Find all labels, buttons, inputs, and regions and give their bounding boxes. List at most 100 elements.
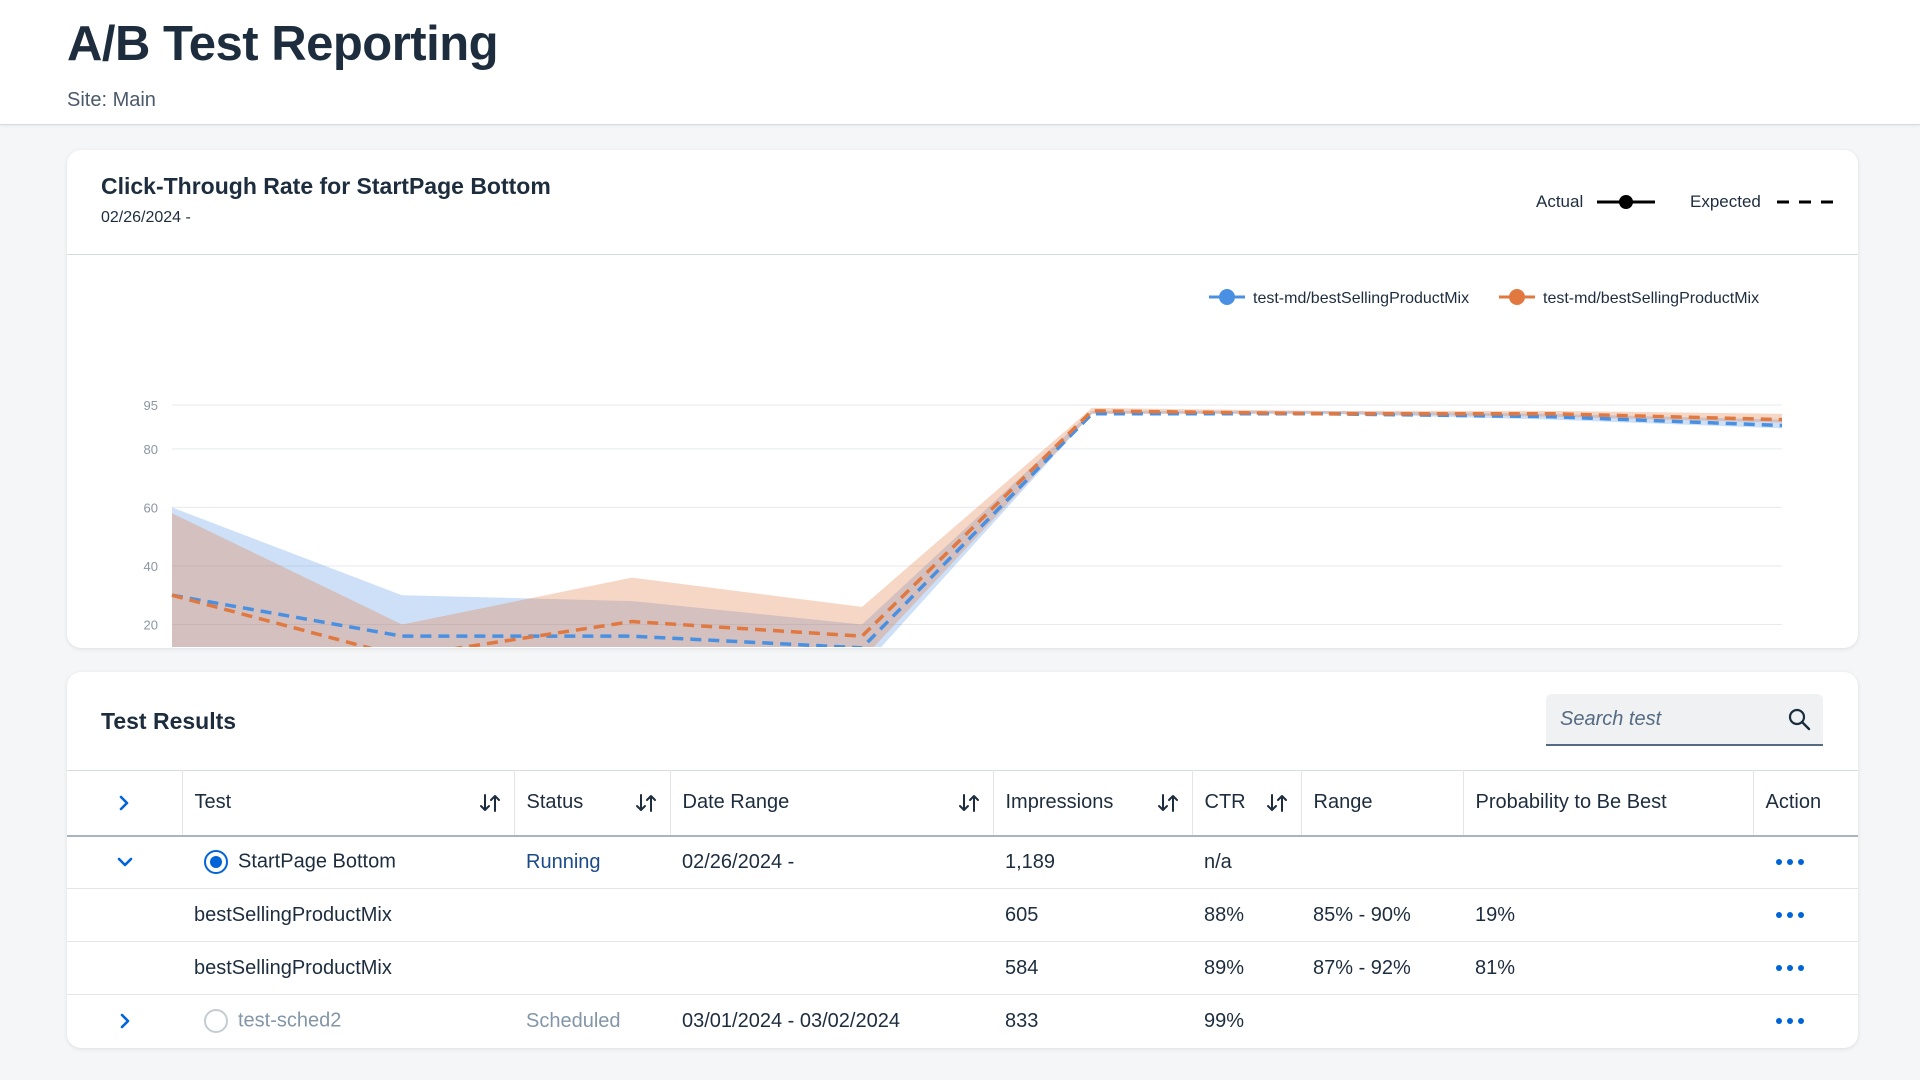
impressions-cell: 584	[993, 941, 1192, 995]
chart-card: Click-Through Rate for StartPage Bottom …	[67, 150, 1858, 648]
probability-cell: 19%	[1463, 888, 1753, 942]
empty-expander	[67, 888, 182, 942]
column-header-test[interactable]: Test	[182, 770, 515, 837]
column-header-action: Action	[1753, 770, 1858, 837]
column-header-range: Range	[1301, 770, 1464, 837]
column-label: CTR	[1204, 791, 1246, 814]
action-cell	[1753, 835, 1858, 889]
ctr-cell: 89%	[1192, 941, 1301, 995]
page-title: A/B Test Reporting	[67, 17, 499, 71]
test-name: test-sched2	[238, 1009, 342, 1032]
radio-button[interactable]	[204, 850, 228, 875]
chevron-down-icon[interactable]	[114, 851, 136, 873]
action-cell	[1753, 995, 1858, 1048]
y-tick-label: 20	[144, 617, 158, 632]
column-label: Date Range	[682, 791, 790, 814]
column-label: Action	[1765, 791, 1822, 814]
column-label: Impressions	[1005, 791, 1114, 814]
radio-button[interactable]	[204, 1009, 228, 1034]
test-cell: StartPage Bottom	[182, 835, 514, 889]
column-header-status[interactable]: Status	[514, 770, 671, 837]
results-table: Test Status Date Range Impressions CTR R…	[67, 770, 1858, 1048]
ctr-line-chart: 0204060809502/26/202402/27/202402/28/202…	[144, 289, 1783, 647]
confidence-band	[172, 407, 1782, 647]
status-cell	[514, 941, 670, 995]
y-tick-label: 60	[144, 500, 158, 515]
range-cell: 85% - 90%	[1301, 888, 1463, 942]
y-tick-label: 40	[144, 559, 158, 574]
impressions-cell: 1,189	[993, 835, 1192, 889]
status-cell	[514, 888, 670, 942]
ctr-cell: 88%	[1192, 888, 1301, 942]
date-range-cell	[670, 941, 993, 995]
sort-icon[interactable]	[478, 791, 502, 815]
test-cell: bestSellingProductMix	[182, 941, 514, 995]
table-row[interactable]: test-sched2 Scheduled 03/01/2024 - 03/02…	[67, 995, 1858, 1048]
legend-actual: Actual	[1536, 190, 1657, 214]
chevron-right-icon[interactable]	[113, 792, 135, 814]
ctr-cell: 99%	[1204, 1009, 1245, 1032]
dashed-line-icon	[1776, 200, 1835, 204]
column-label: Probability to Be Best	[1475, 791, 1667, 814]
collapse-toggle[interactable]	[67, 835, 182, 889]
table-row[interactable]: bestSellingProductMix 584 89% 87% - 92% …	[67, 941, 1858, 995]
site-label: Site: Main	[67, 89, 156, 111]
sort-icon[interactable]	[1265, 791, 1289, 815]
expand-toggle[interactable]	[67, 995, 182, 1048]
legend-series-label: test-md/bestSellingProductMix	[1543, 290, 1759, 307]
legend-series-label: test-md/bestSellingProductMix	[1253, 290, 1469, 307]
search-input[interactable]	[1560, 706, 1780, 732]
expand-all-header[interactable]	[67, 770, 183, 837]
date-range-cell: 03/01/2024 - 03/02/2024	[682, 1009, 900, 1032]
column-header-impressions[interactable]: Impressions	[993, 770, 1193, 837]
legend-actual-label: Actual	[1536, 192, 1584, 211]
chevron-right-icon[interactable]	[114, 1010, 136, 1032]
status-cell: Running	[514, 835, 670, 889]
impressions-cell: 605	[993, 888, 1192, 942]
legend-expected-label: Expected	[1690, 192, 1761, 211]
probability-cell	[1463, 835, 1753, 889]
column-label: Test	[194, 791, 232, 814]
range-cell	[1301, 995, 1463, 1048]
impressions-cell: 833	[1005, 1009, 1039, 1032]
sort-icon[interactable]	[957, 791, 981, 815]
legend-swatch-dot	[1509, 289, 1525, 305]
search-icon[interactable]	[1787, 707, 1811, 731]
empty-expander	[67, 941, 182, 995]
y-tick-label: 80	[144, 442, 158, 457]
test-cell: bestSellingProductMix	[182, 888, 514, 942]
probability-cell: 81%	[1463, 941, 1753, 995]
ctr-cell: n/a	[1192, 835, 1301, 889]
more-icon[interactable]	[1775, 1016, 1805, 1026]
column-label: Status	[526, 791, 584, 814]
legend-expected: Expected	[1690, 190, 1837, 214]
table-row[interactable]: bestSellingProductMix 605 88% 85% - 90% …	[67, 888, 1858, 942]
date-range-cell	[670, 888, 993, 942]
table-header-row: Test Status Date Range Impressions CTR R…	[67, 770, 1858, 837]
range-cell	[1301, 835, 1463, 889]
sort-icon[interactable]	[634, 791, 658, 815]
column-header-ctr[interactable]: CTR	[1192, 770, 1302, 837]
results-card: Test Results Test Status Date Range Impr…	[67, 672, 1858, 1048]
status-cell: Scheduled	[526, 1009, 621, 1032]
date-range-cell: 02/26/2024 -	[670, 835, 993, 889]
more-icon[interactable]	[1775, 857, 1805, 867]
test-name: StartPage Bottom	[238, 850, 396, 873]
column-label: Range	[1313, 791, 1373, 814]
range-cell: 87% - 92%	[1301, 941, 1463, 995]
search-field[interactable]	[1546, 694, 1823, 746]
column-header-date-range[interactable]: Date Range	[670, 770, 994, 837]
more-icon[interactable]	[1775, 963, 1805, 973]
table-row[interactable]: StartPage Bottom Running 02/26/2024 - 1,…	[67, 835, 1858, 889]
confidence-band	[172, 410, 1782, 647]
line-style-legend: Actual Expected	[1536, 190, 1835, 214]
chart-title: Click-Through Rate for StartPage Bottom	[101, 173, 551, 199]
action-cell	[1753, 941, 1858, 995]
series-line	[171, 412, 1783, 647]
more-icon[interactable]	[1775, 910, 1805, 920]
test-cell: test-sched2	[182, 995, 514, 1048]
solid-line-marker-icon	[1597, 195, 1656, 209]
sort-icon[interactable]	[1156, 791, 1180, 815]
chart-divider	[67, 254, 1858, 255]
legend-swatch-dot	[1219, 289, 1235, 305]
